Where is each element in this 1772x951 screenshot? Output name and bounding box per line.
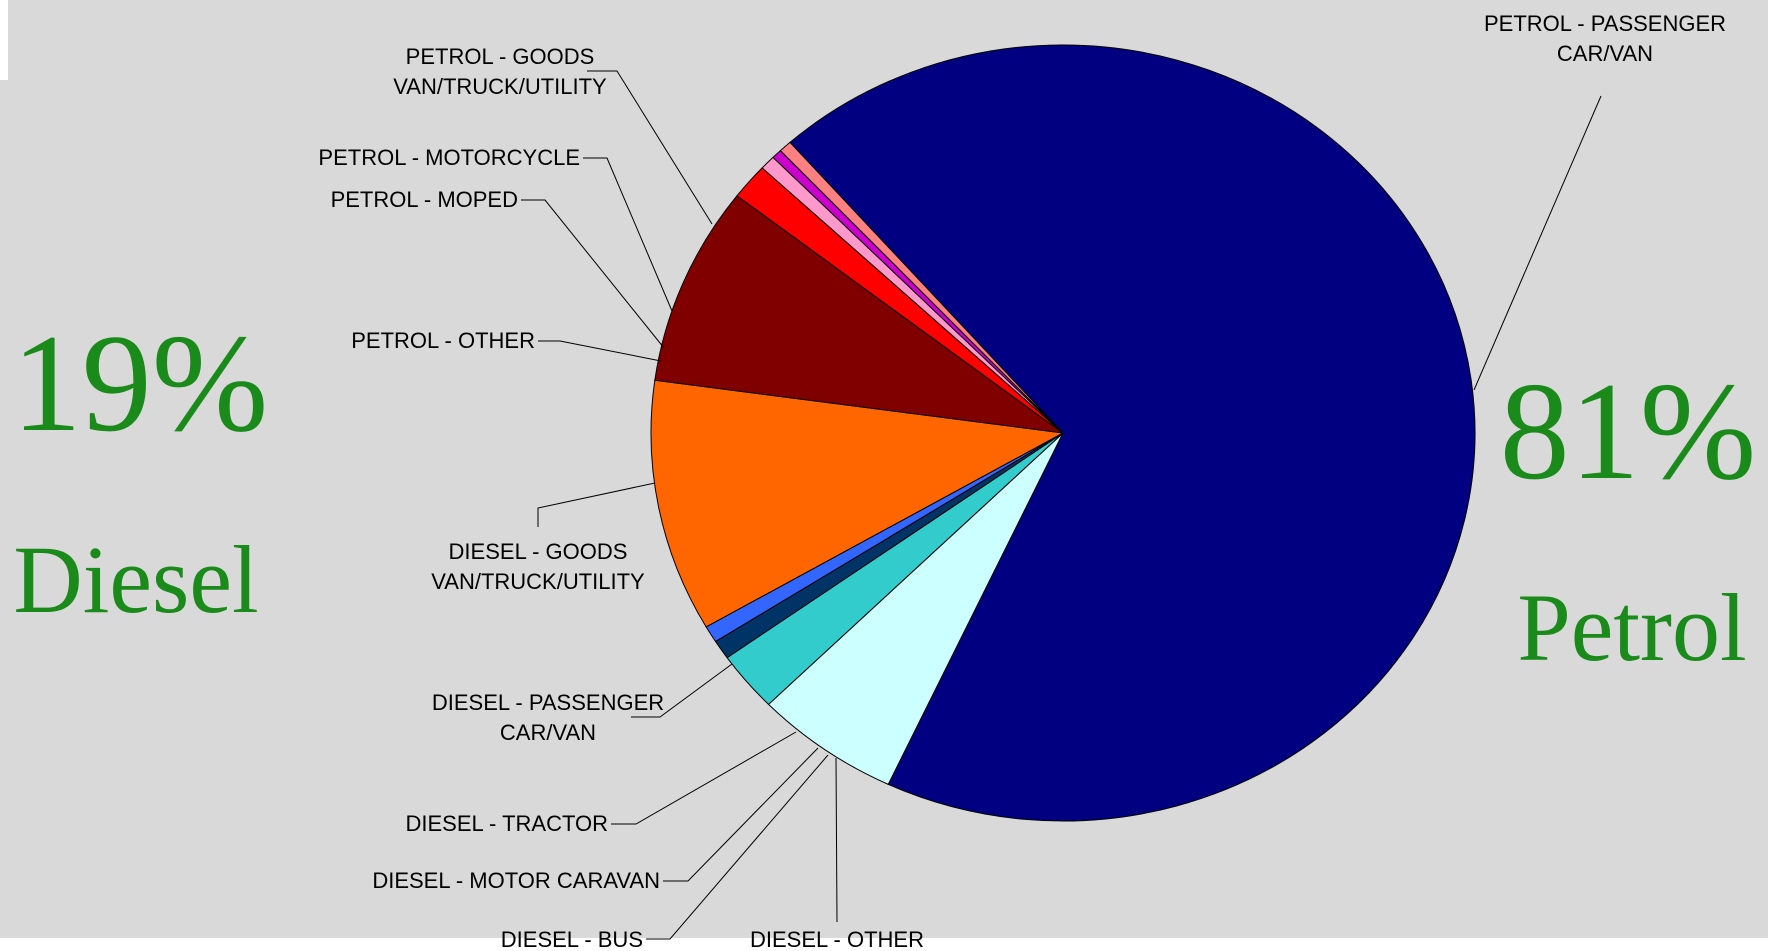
leader-line-petrol-other [538,340,662,362]
leader-line-diesel-other [835,757,838,923]
label-diesel-motor-caravan: DIESEL - MOTOR CARAVAN [372,868,660,893]
label-diesel-passenger-car-van: DIESEL - PASSENGER CAR/VAN [432,690,664,745]
label-petrol-moped: PETROL - MOPED [331,187,518,212]
diesel-percentage: 19% [12,306,269,461]
label-diesel-goods-van-truck-utility: DIESEL - GOODS VAN/TRUCK/UTILITY [431,539,645,594]
leader-line-petrol-motorcycle [583,157,673,312]
slice-labels: PETROL - PASSENGER CAR/VAN PETROL - GOODS V… [318,11,1726,951]
label-petrol-other: PETROL - OTHER [351,328,535,353]
leader-lines [521,70,1602,940]
leader-line-petrol-passenger-car-van [1473,95,1602,391]
label-petrol-goods-van-truck-utility: PETROL - GOODS VAN/TRUCK/UTILITY [393,44,607,99]
diesel-label: Diesel [13,526,258,633]
leader-line-diesel-goods-van-truck-utility [537,482,656,527]
label-diesel-other: DIESEL - OTHER [750,927,924,951]
chart-area-notch [0,80,8,938]
label-diesel-bus: DIESEL - BUS [501,927,643,951]
leader-line-diesel-passenger-car-van [631,663,733,718]
pie-slices [650,44,1476,822]
slice-diesel-passenger-car-van [654,195,1064,434]
leader-line-diesel-bus [646,754,829,940]
leader-line-diesel-motor-caravan [663,747,819,882]
petrol-percentage: 81% [1500,354,1757,509]
slice-diesel-other [779,141,1064,434]
slice-petrol-goods-van-truck-utility [767,432,1064,786]
petrol-label: Petrol [1517,574,1746,681]
label-petrol-passenger-car-van: PETROL - PASSENGER CAR/VAN [1484,11,1726,66]
label-diesel-tractor: DIESEL - TRACTOR [405,811,608,836]
leader-line-petrol-moped [521,199,665,349]
slice-petrol-passenger-car-van [789,44,1476,822]
slice-diesel-goods-van-truck-utility [650,379,1065,628]
label-petrol-motorcycle: PETROL - MOTORCYCLE [318,145,580,170]
leader-line-petrol-goods-van-truck-utility [587,70,713,225]
leader-line-diesel-tractor [611,731,797,825]
